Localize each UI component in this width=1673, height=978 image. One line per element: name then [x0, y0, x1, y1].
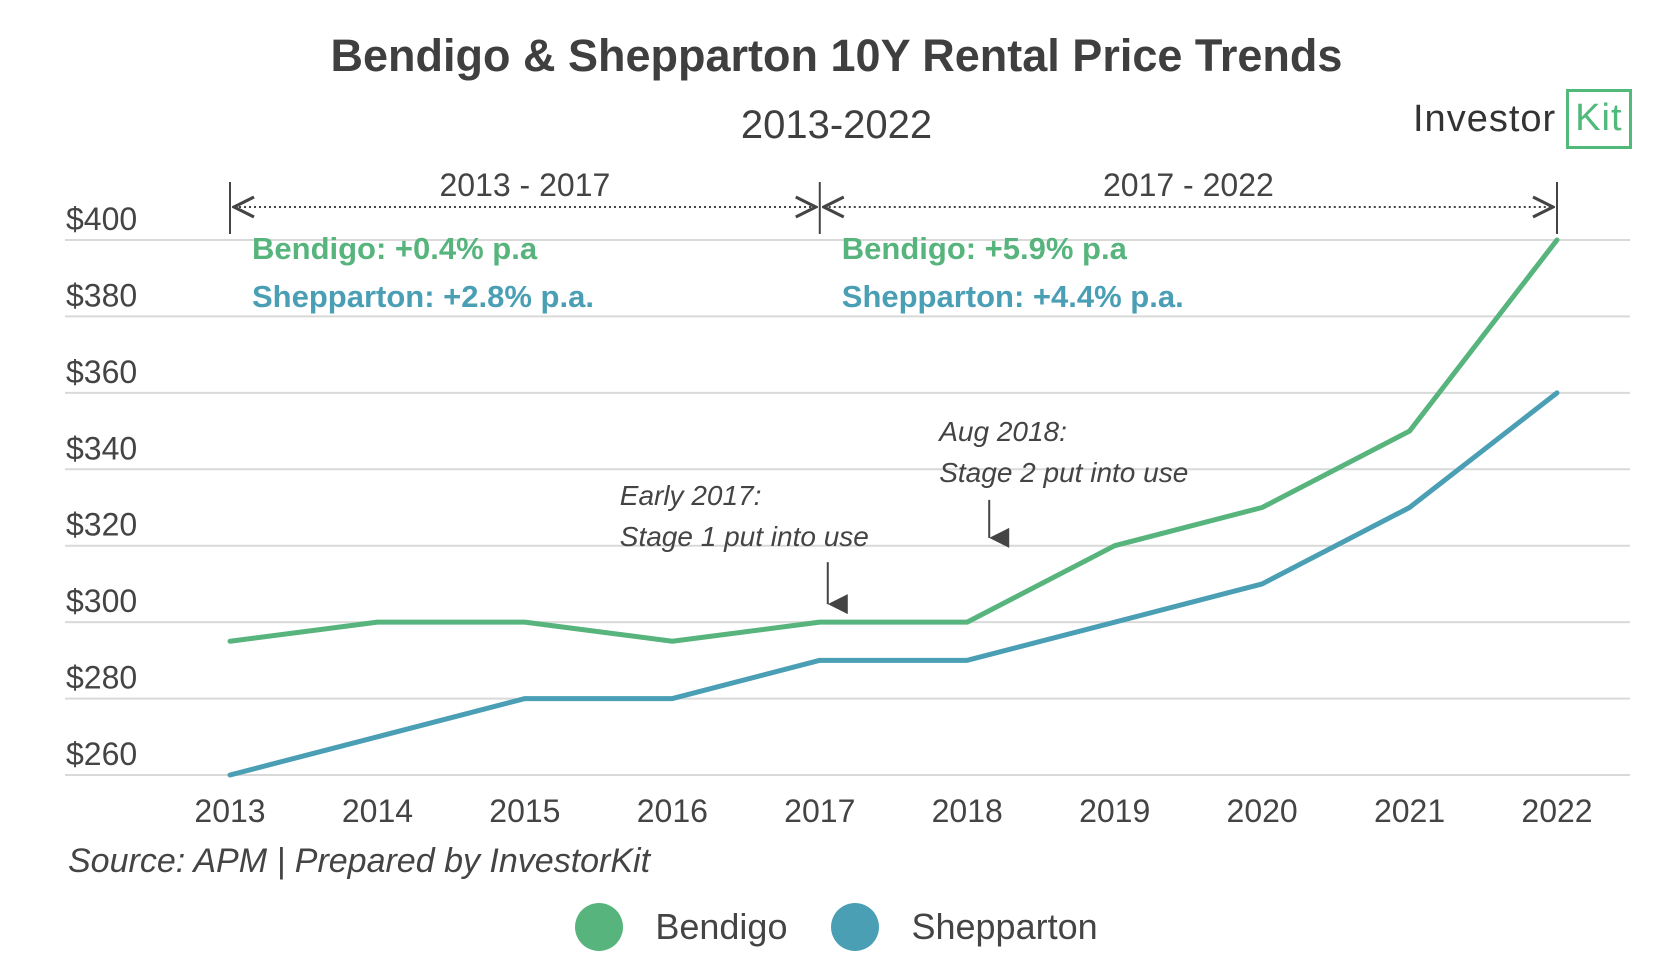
series-line-shepparton — [227, 390, 1560, 778]
period-brackets: 2013 - 2017 Bendigo: +0.4% p.a Shepparton:… — [229, 167, 1558, 314]
y-tick-label: $260 — [66, 736, 137, 772]
y-tick-label: $280 — [66, 660, 137, 696]
period-growth-1-0: Bendigo: +5.9% p.a — [842, 231, 1128, 266]
period-label-1: 2017 - 2022 — [1103, 167, 1274, 203]
y-tick-label: $360 — [66, 354, 137, 390]
y-tick-label: $340 — [66, 430, 137, 466]
y-tick-label: $400 — [66, 201, 137, 237]
legend: Bendigo Shepparton — [0, 903, 1673, 951]
legend-label-shepparton: Shepparton — [911, 906, 1098, 947]
annotation-text-1: Stage 2 put into use — [939, 457, 1188, 488]
annotation-layer: Early 2017: Stage 1 put into use Aug 2018:… — [620, 416, 1188, 615]
legend-item-bendigo: Bendigo — [575, 903, 787, 951]
x-tick-label: 2015 — [489, 793, 560, 829]
x-tick-label: 2019 — [1079, 793, 1150, 829]
series-line-bendigo — [227, 237, 1560, 644]
legend-label-bendigo: Bendigo — [655, 906, 788, 947]
y-tick-label: $300 — [66, 583, 137, 619]
x-tick-label: 2013 — [194, 793, 265, 829]
legend-swatch-shepparton — [831, 903, 880, 951]
logo-boxed-text: Kit — [1566, 89, 1632, 149]
x-tick-label: 2018 — [932, 793, 1003, 829]
chart-subtitle: 2013-2022 — [740, 103, 933, 147]
x-tick-label: 2014 — [342, 793, 413, 829]
chart-title: Bendigo & Shepparton 10Y Rental Price Tr… — [330, 30, 1343, 81]
period-label-0: 2013 - 2017 — [439, 167, 610, 203]
legend-item-shepparton: Shepparton — [831, 903, 1098, 951]
series-layer — [227, 237, 1560, 778]
x-tick-label: 2020 — [1227, 793, 1298, 829]
legend-swatch-bendigo — [575, 903, 624, 951]
y-tick-label: $380 — [66, 277, 137, 313]
x-tick-label: 2017 — [784, 793, 855, 829]
x-tick-label: 2021 — [1374, 793, 1445, 829]
x-tick-label: 2022 — [1521, 793, 1592, 829]
source-note: Source: APM | Prepared by InvestorKit — [68, 842, 651, 880]
annotation-text-0: Early 2017: — [620, 480, 762, 511]
period-growth-0-0: Bendigo: +0.4% p.a — [252, 231, 538, 266]
period-growth-0-1: Shepparton: +2.8% p.a. — [252, 279, 594, 314]
period-growth-1-1: Shepparton: +4.4% p.a. — [842, 279, 1184, 314]
annotation-text-0: Stage 1 put into use — [620, 521, 869, 552]
y-tick-label: $320 — [66, 507, 137, 543]
annotation-text-1: Aug 2018: — [937, 416, 1067, 447]
investorkit-logo: Investor Kit — [1413, 88, 1632, 150]
logo-text: Investor — [1413, 97, 1557, 140]
x-tick-label: 2016 — [637, 793, 708, 829]
